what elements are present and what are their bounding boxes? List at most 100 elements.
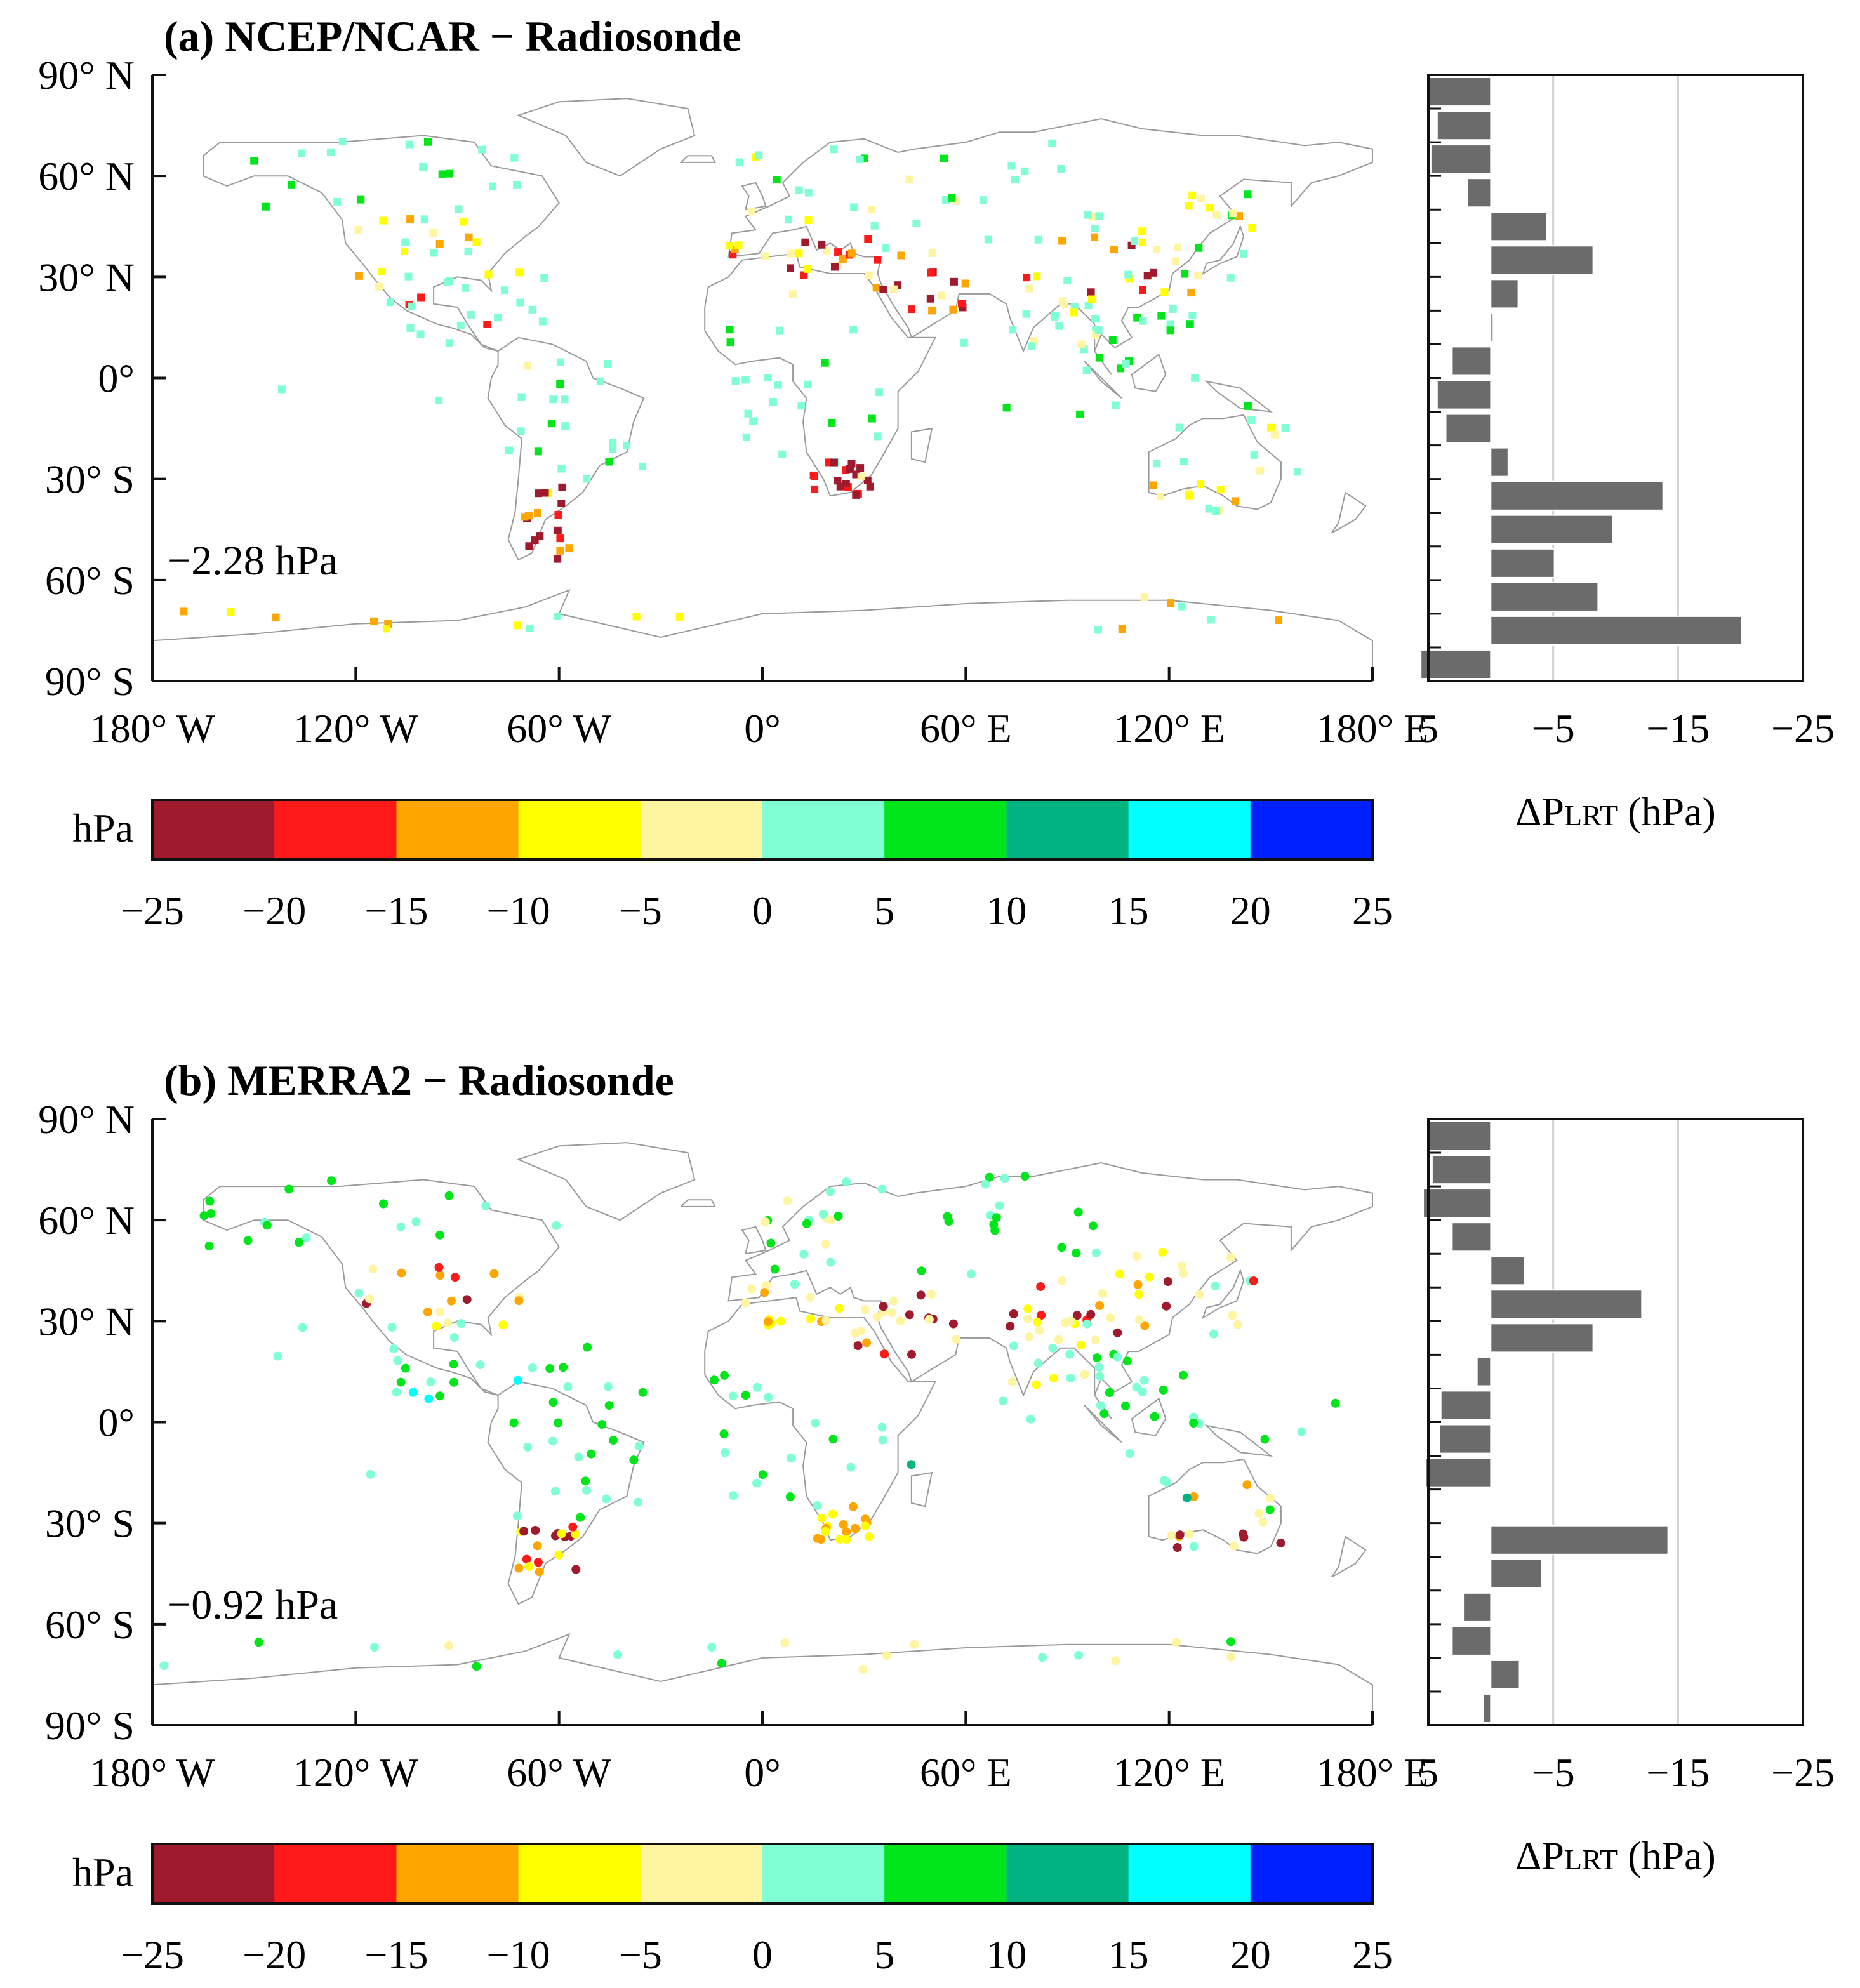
station-marker bbox=[467, 310, 475, 319]
station-markers bbox=[159, 1172, 1340, 1674]
station-marker bbox=[866, 482, 874, 491]
station-marker bbox=[514, 621, 521, 630]
station-marker bbox=[284, 1184, 294, 1194]
station-marker bbox=[272, 613, 280, 621]
station-marker bbox=[992, 1213, 1001, 1223]
station-marker bbox=[1088, 295, 1096, 303]
station-marker bbox=[1035, 1326, 1044, 1335]
station-marker bbox=[513, 180, 521, 189]
station-marker bbox=[1110, 246, 1118, 254]
lon-tick-label: 0° bbox=[744, 1750, 781, 1795]
station-marker bbox=[864, 235, 872, 243]
bar-x-label-unit: (hPa) bbox=[1618, 1833, 1716, 1878]
station-marker bbox=[836, 482, 844, 491]
station-marker bbox=[522, 1554, 531, 1564]
station-marker bbox=[545, 1364, 555, 1373]
station-marker bbox=[464, 247, 472, 255]
station-marker bbox=[639, 462, 646, 470]
station-marker bbox=[852, 491, 860, 499]
station-marker bbox=[981, 1179, 990, 1189]
station-marker bbox=[960, 338, 968, 347]
colorbar-tick-label: −25 bbox=[121, 1932, 184, 1977]
station-marker bbox=[525, 542, 533, 550]
mean-bias-annotation: −0.92 hPa bbox=[168, 1582, 338, 1628]
station-marker bbox=[568, 1522, 578, 1532]
colorbar-frame bbox=[151, 1843, 1374, 1905]
station-marker bbox=[1179, 1370, 1188, 1380]
station-marker bbox=[597, 1420, 607, 1429]
station-marker bbox=[735, 158, 743, 166]
station-marker bbox=[842, 1535, 851, 1544]
colorbar-tick-label: −25 bbox=[121, 888, 184, 933]
station-marker bbox=[547, 420, 555, 428]
bar-x-tick-label: −15 bbox=[1646, 706, 1710, 751]
station-marker bbox=[1175, 423, 1183, 432]
station-marker bbox=[510, 154, 519, 162]
station-marker bbox=[1140, 1321, 1150, 1330]
station-marker bbox=[1248, 223, 1256, 232]
station-marker bbox=[472, 1662, 481, 1671]
station-marker bbox=[811, 1418, 820, 1428]
station-marker bbox=[1185, 1529, 1194, 1539]
colorbar-tick-label: 10 bbox=[986, 888, 1026, 933]
colorbar-segment bbox=[1250, 800, 1373, 859]
station-marker bbox=[326, 148, 335, 156]
station-marker bbox=[1021, 167, 1029, 175]
station-marker bbox=[505, 446, 513, 454]
coastline-borneo bbox=[1131, 1397, 1167, 1436]
station-marker bbox=[455, 205, 463, 213]
station-marker bbox=[571, 1529, 580, 1539]
station-marker bbox=[623, 441, 631, 449]
station-marker bbox=[446, 277, 454, 285]
bar-x-label: ΔPLRT (hPa) bbox=[1515, 1833, 1716, 1878]
station-marker bbox=[554, 555, 562, 563]
station-marker bbox=[1094, 1363, 1104, 1372]
station-marker bbox=[778, 450, 787, 458]
station-marker bbox=[823, 246, 831, 255]
station-marker bbox=[831, 263, 839, 271]
station-marker bbox=[1187, 289, 1195, 297]
station-marker bbox=[262, 1221, 272, 1230]
colorbar-label: hPa bbox=[72, 1850, 133, 1895]
station-marker bbox=[1138, 227, 1146, 235]
bar-x-tick-label: 5 bbox=[1418, 1750, 1438, 1795]
bar bbox=[1490, 548, 1555, 578]
station-marker bbox=[426, 1377, 435, 1387]
station-marker bbox=[797, 402, 806, 410]
bar bbox=[1431, 1155, 1492, 1185]
station-marker bbox=[764, 374, 772, 381]
station-marker bbox=[445, 339, 453, 347]
coastline-uk bbox=[741, 182, 767, 211]
station-marker bbox=[944, 1217, 953, 1226]
station-marker bbox=[1076, 410, 1084, 418]
coastline-south-america bbox=[487, 1381, 645, 1605]
station-marker bbox=[1134, 1315, 1144, 1325]
station-marker bbox=[821, 1239, 830, 1249]
map-area bbox=[152, 1142, 1373, 1726]
bar bbox=[1426, 1121, 1492, 1151]
station-marker bbox=[354, 225, 362, 234]
station-marker bbox=[818, 241, 826, 249]
station-marker bbox=[206, 1209, 216, 1218]
lat-tick-label: 30° N bbox=[38, 255, 135, 300]
station-marker bbox=[1189, 1492, 1199, 1501]
station-marker bbox=[1177, 1261, 1186, 1271]
latitude-bar-chart bbox=[1420, 75, 1804, 681]
station-marker bbox=[802, 1219, 811, 1228]
bar bbox=[1490, 1289, 1643, 1320]
station-marker bbox=[1007, 1377, 1017, 1386]
station-marker bbox=[907, 1460, 916, 1469]
lon-tick-label: 120° E bbox=[1113, 706, 1225, 751]
station-marker bbox=[979, 196, 987, 204]
station-marker bbox=[985, 1172, 994, 1182]
station-marker bbox=[1194, 272, 1202, 280]
station-marker bbox=[446, 1296, 456, 1306]
station-marker bbox=[554, 1550, 564, 1560]
station-marker bbox=[574, 1452, 583, 1462]
station-marker bbox=[950, 277, 958, 286]
lon-tick-label: 180° W bbox=[90, 706, 215, 751]
lat-tick-label: 60° N bbox=[38, 154, 135, 199]
station-marker bbox=[1066, 1374, 1075, 1382]
station-marker bbox=[1084, 302, 1093, 310]
station-marker bbox=[1091, 1335, 1100, 1345]
